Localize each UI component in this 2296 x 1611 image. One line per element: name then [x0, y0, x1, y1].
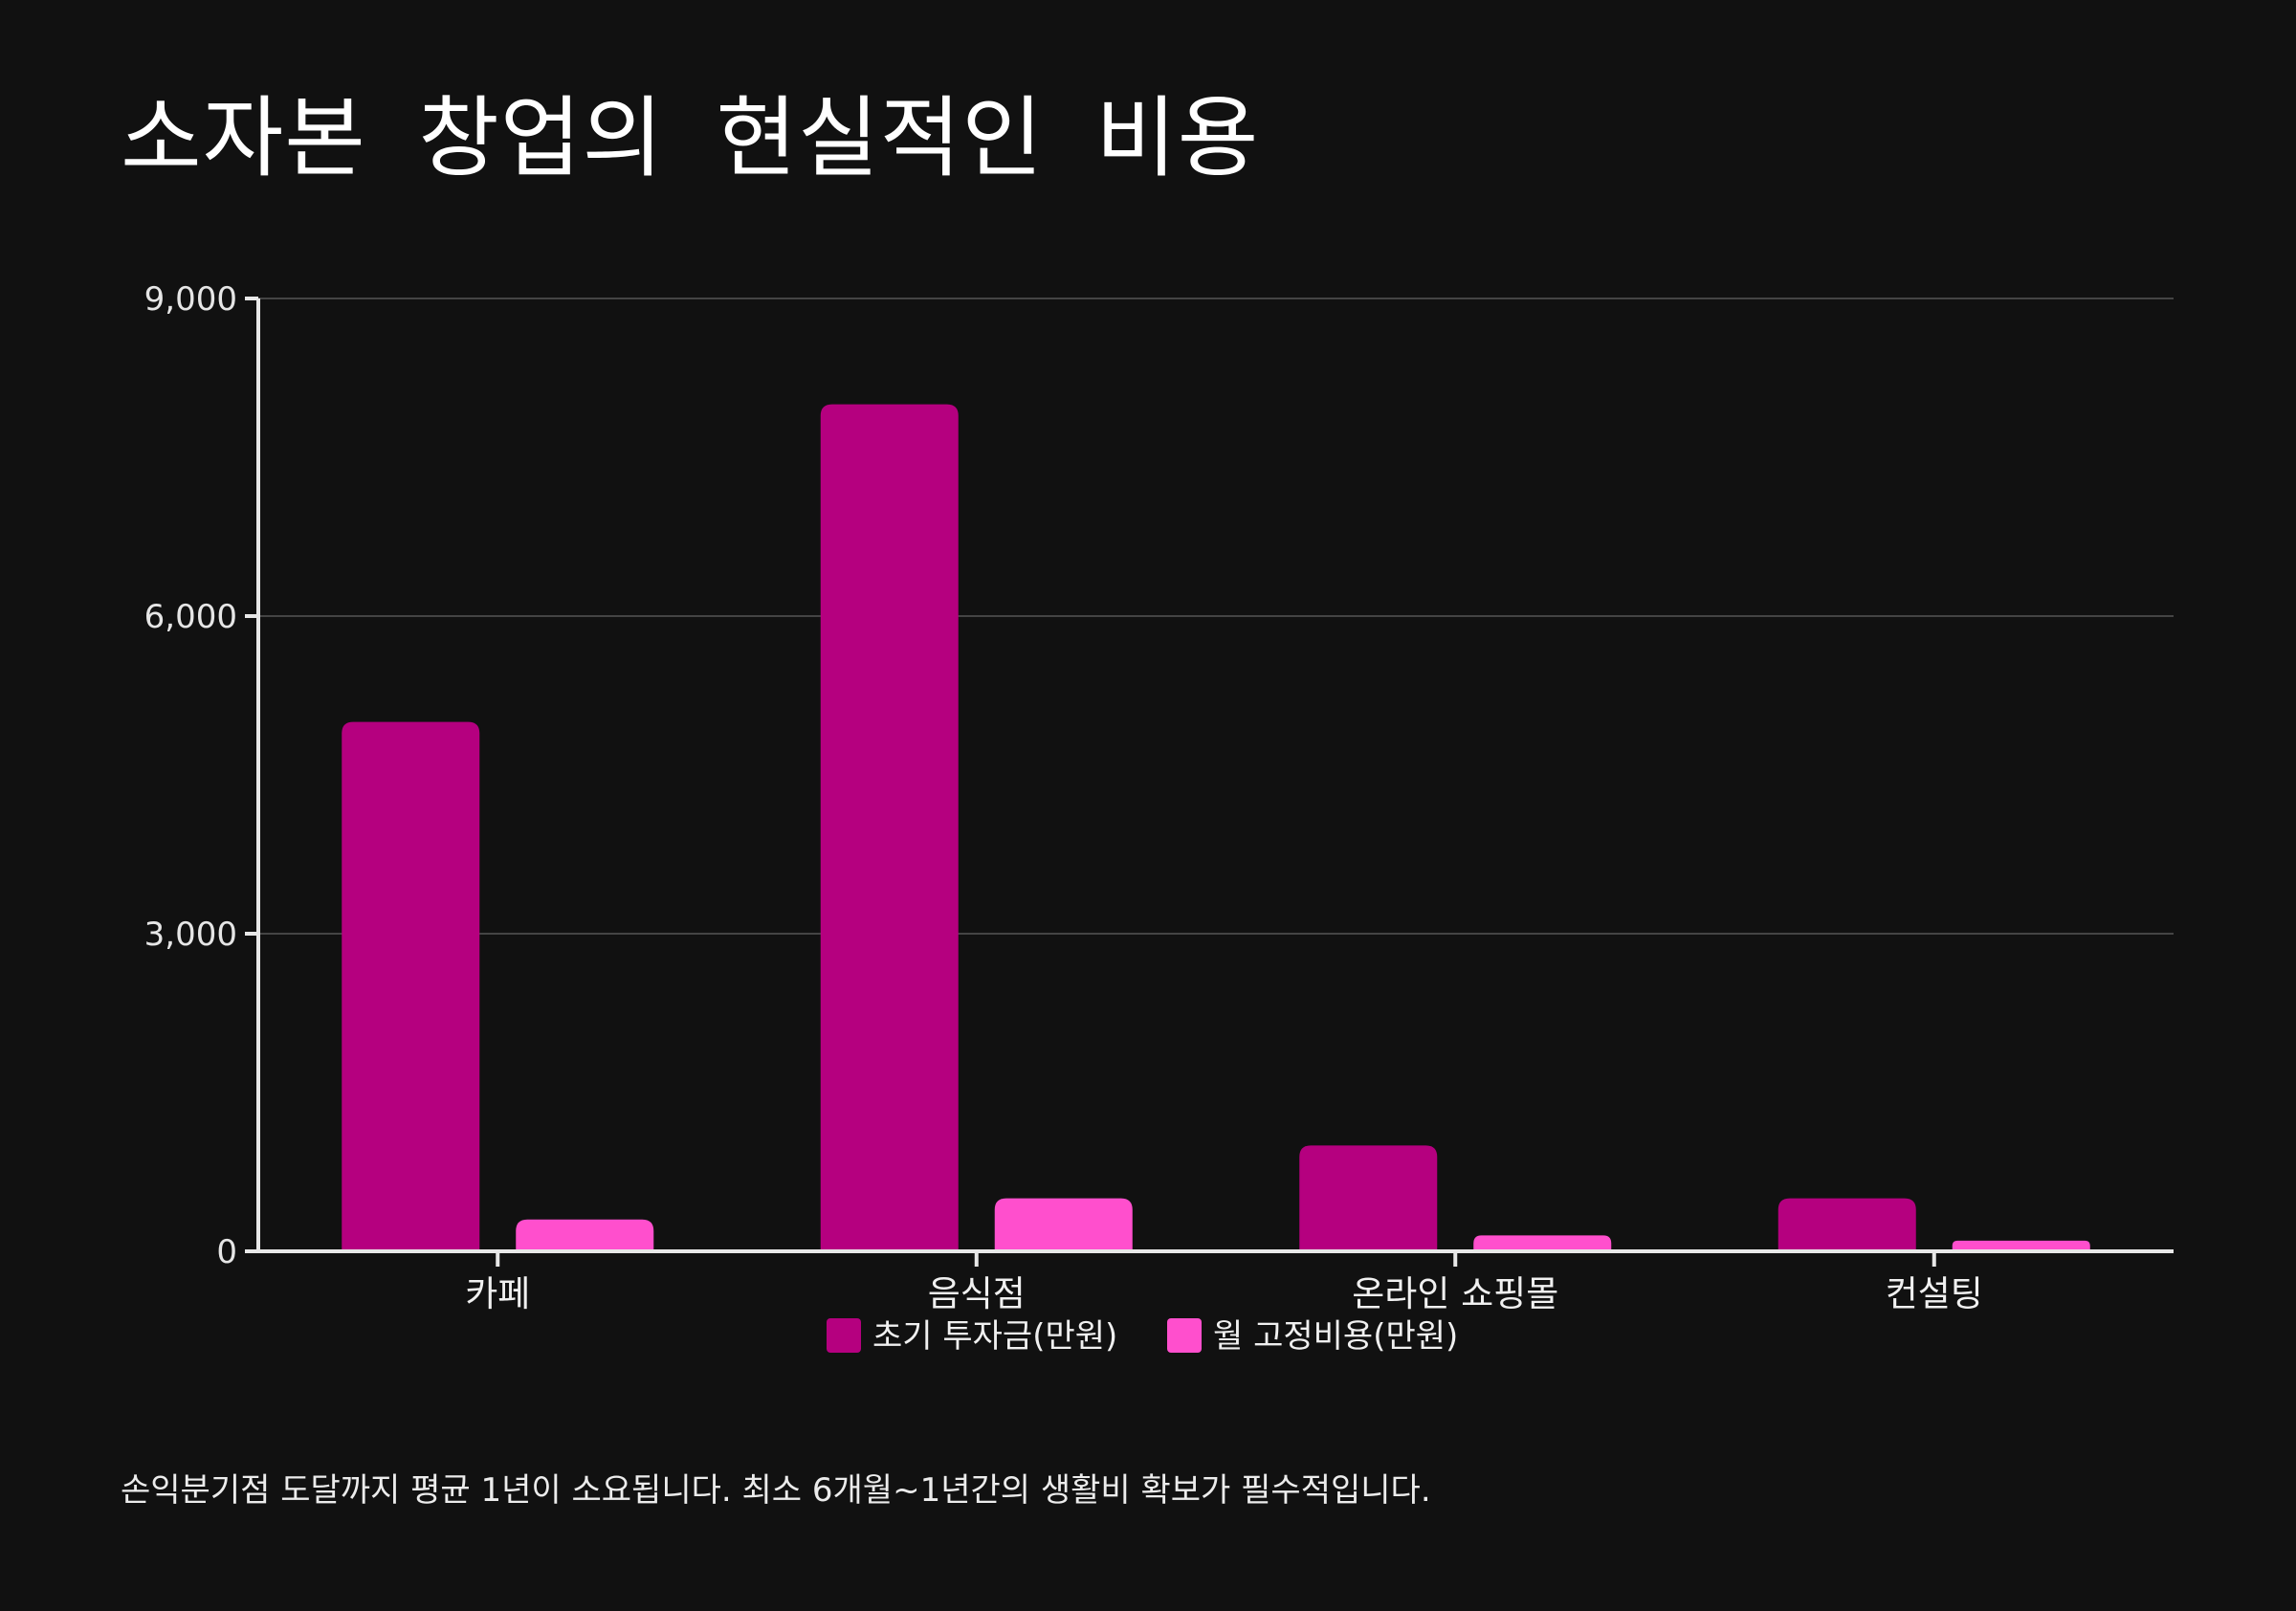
x-tick-label: 온라인 쇼핑몰 [1352, 1273, 1558, 1314]
y-tick-label: 0 [216, 1233, 237, 1271]
y-tick-labels: 0 3,000 6,000 9,000 [144, 280, 237, 1271]
legend-label: 초기 투자금(만원) [872, 1317, 1117, 1356]
bar [1473, 1235, 1612, 1251]
legend-swatch [1167, 1318, 1202, 1353]
x-tick-label: 카페 [465, 1273, 530, 1314]
bar [342, 721, 480, 1251]
bars [342, 404, 2090, 1252]
bar [1777, 1198, 1916, 1251]
footnote: 손익분기점 도달까지 평균 1년이 소요됩니다. 최소 6개월~1년간의 생활비… [121, 1471, 1431, 1510]
x-tick-label: 컨설팅 [1886, 1273, 1983, 1314]
x-tick-label: 음식점 [928, 1273, 1026, 1314]
bar [1299, 1145, 1438, 1251]
bar [994, 1198, 1133, 1251]
bar [820, 404, 959, 1252]
y-tick-label: 6,000 [144, 598, 237, 636]
legend-label: 월 고정비용(만원) [1213, 1317, 1458, 1356]
x-tick-labels: 카페 음식점 온라인 쇼핑몰 컨설팅 [465, 1273, 1983, 1314]
bar [1952, 1240, 2090, 1251]
legend: 초기 투자금(만원) 월 고정비용(만원) [827, 1317, 1458, 1356]
bar [516, 1219, 654, 1251]
axes [245, 297, 2174, 1267]
page-title: 소자본 창업의 현실적인 비용 [121, 87, 1260, 189]
grid-lines [258, 298, 2174, 935]
y-tick-label: 3,000 [144, 916, 237, 954]
legend-swatch [827, 1318, 861, 1353]
y-tick-label: 9,000 [144, 280, 237, 319]
